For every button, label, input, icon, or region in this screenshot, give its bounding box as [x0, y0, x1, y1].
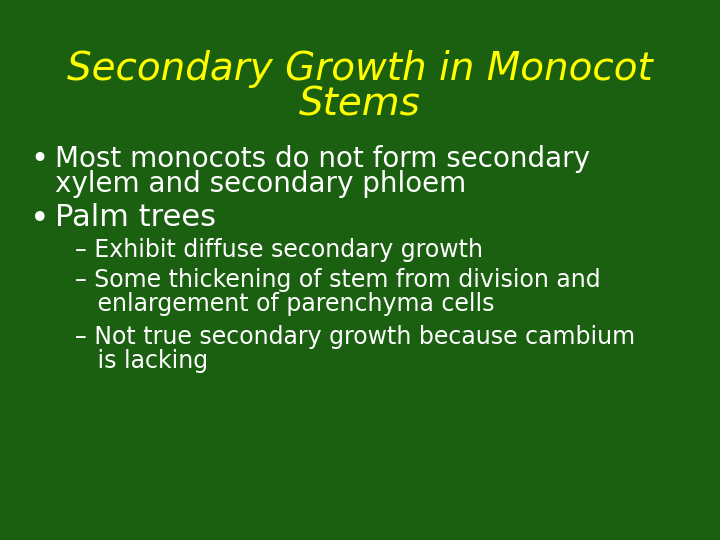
Text: Palm trees: Palm trees — [55, 203, 216, 232]
Text: – Not true secondary growth because cambium: – Not true secondary growth because camb… — [75, 325, 635, 349]
Text: enlargement of parenchyma cells: enlargement of parenchyma cells — [75, 292, 495, 316]
Text: – Exhibit diffuse secondary growth: – Exhibit diffuse secondary growth — [75, 238, 483, 262]
Text: – Some thickening of stem from division and: – Some thickening of stem from division … — [75, 268, 600, 292]
Text: •: • — [30, 145, 48, 174]
Text: Most monocots do not form secondary: Most monocots do not form secondary — [55, 145, 590, 173]
Text: Stems: Stems — [299, 85, 421, 123]
Text: •: • — [30, 203, 50, 236]
Text: Secondary Growth in Monocot: Secondary Growth in Monocot — [67, 50, 653, 88]
Text: xylem and secondary phloem: xylem and secondary phloem — [55, 170, 467, 198]
Text: is lacking: is lacking — [75, 349, 208, 373]
